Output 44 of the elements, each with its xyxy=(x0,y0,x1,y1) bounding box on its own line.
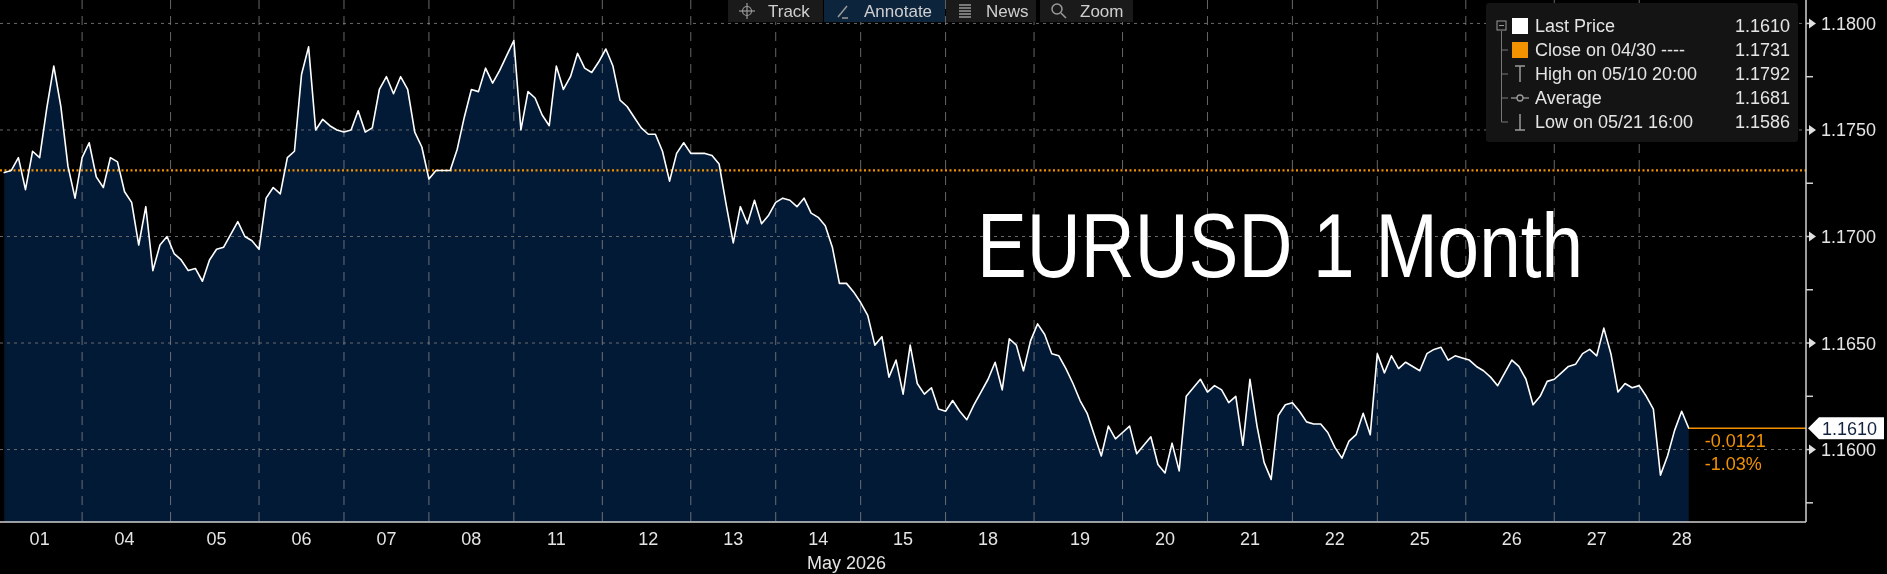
x-tick-label: 20 xyxy=(1154,529,1176,549)
x-tick-label: 04 xyxy=(114,529,135,549)
x-tick-label: 11 xyxy=(546,529,566,549)
x-tick-label: 21 xyxy=(1239,529,1260,549)
annotation: High on 05/10 20:00 xyxy=(1535,64,1698,85)
text: 1.1792 xyxy=(1734,64,1790,85)
x-tick-label: 07 xyxy=(376,529,397,549)
legend-label: Close on 04/30 ---- xyxy=(1535,40,1686,61)
x-tick-label: 19 xyxy=(1070,529,1091,549)
x-tick-label: 25 xyxy=(1409,529,1430,549)
annotation: News xyxy=(986,2,1029,21)
legend-label: Last Price xyxy=(1535,16,1616,37)
text: EURUSD 1 Month xyxy=(977,195,1583,297)
y-tick-label: 1.1600 xyxy=(1821,440,1877,461)
y-tick-label: 1.1800 xyxy=(1821,13,1877,34)
text: -1.03% xyxy=(1704,454,1762,475)
annotation: Low on 05/21 16:00 xyxy=(1535,112,1694,133)
y-tick-label: 1.1700 xyxy=(1821,226,1877,247)
text: 1.1610 xyxy=(1822,418,1878,439)
y-tick-label: 1.1750 xyxy=(1821,120,1877,141)
x-tick-label: 06 xyxy=(291,529,312,549)
x-tick-label: 13 xyxy=(723,529,744,549)
x-tick-label: 12 xyxy=(638,529,659,549)
y-tick-label: 1.1650 xyxy=(1821,333,1877,354)
text: 1.1681 xyxy=(1734,88,1790,109)
annotation: Average xyxy=(1535,88,1602,109)
x-tick-label: 28 xyxy=(1671,529,1692,549)
annotation: Track xyxy=(768,2,811,21)
x-tick-label: 22 xyxy=(1324,529,1345,549)
x-tick-label: 05 xyxy=(206,529,227,549)
annotation: Annotate xyxy=(864,2,933,21)
x-tick-label: 27 xyxy=(1586,529,1607,549)
x-tick-label: 01 xyxy=(29,529,50,549)
text: 1.1586 xyxy=(1734,112,1790,133)
text: -0.0121 xyxy=(1704,431,1766,452)
x-tick-label: 14 xyxy=(808,529,829,549)
text: 1.1610 xyxy=(1734,16,1790,37)
x-axis-title: May 2026 xyxy=(806,553,887,573)
x-tick-label: 26 xyxy=(1501,529,1522,549)
annotation: Zoom xyxy=(1080,2,1124,21)
x-tick-label: 18 xyxy=(978,529,999,549)
x-tick-label: 08 xyxy=(461,529,482,549)
text: 1.1731 xyxy=(1734,40,1790,61)
x-tick-label: 15 xyxy=(893,529,914,549)
